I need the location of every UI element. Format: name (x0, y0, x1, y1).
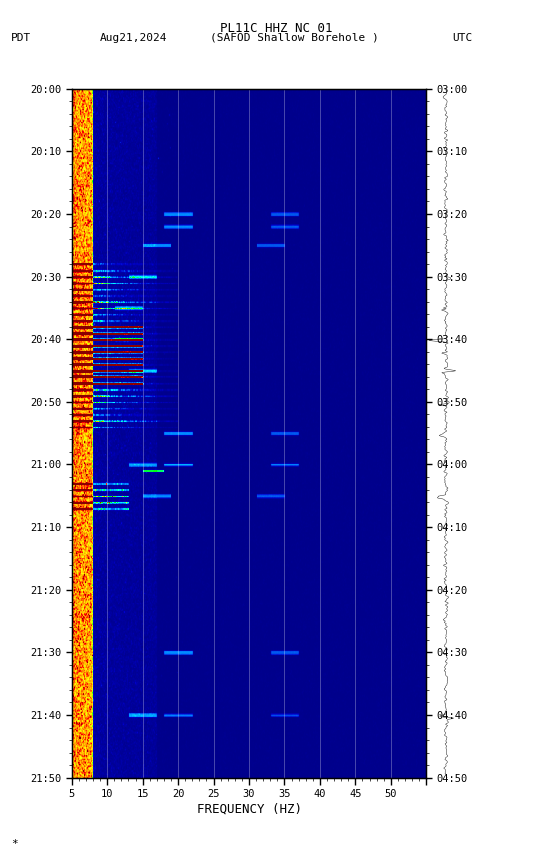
Text: Aug21,2024: Aug21,2024 (99, 33, 167, 43)
X-axis label: FREQUENCY (HZ): FREQUENCY (HZ) (197, 802, 301, 815)
Text: *: * (11, 839, 18, 848)
Text: PL11C HHZ NC 01: PL11C HHZ NC 01 (220, 22, 332, 35)
Text: UTC: UTC (453, 33, 473, 43)
Text: (SAFOD Shallow Borehole ): (SAFOD Shallow Borehole ) (210, 33, 379, 43)
Text: PDT: PDT (11, 33, 31, 43)
